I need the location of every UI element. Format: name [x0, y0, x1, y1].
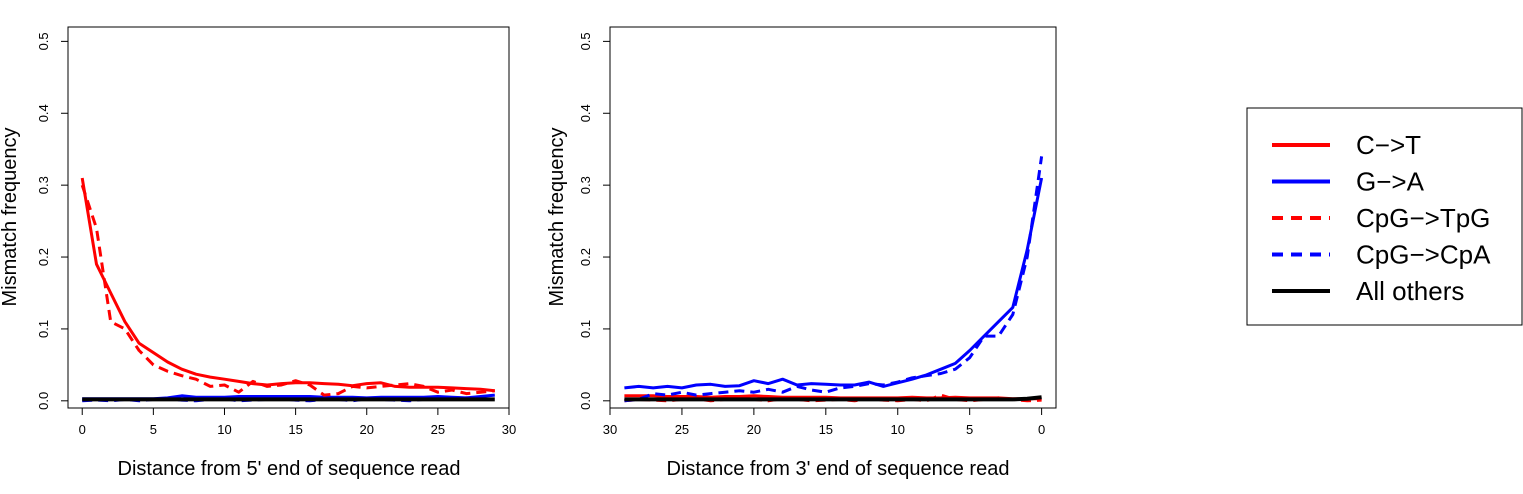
right-y-tick-label: 0.1 — [578, 320, 593, 338]
left-y-tick-label: 0.4 — [36, 104, 51, 122]
left-x-tick-label: 30 — [502, 422, 516, 437]
right-x-tick-label: 10 — [891, 422, 905, 437]
left-series-c-t — [80, 177, 495, 393]
left-x-tick-label: 25 — [431, 422, 445, 437]
legend-label: CpG−>CpA — [1356, 240, 1491, 270]
right-plot-frame — [609, 26, 1057, 409]
left-y-tick-label: 0.0 — [36, 392, 51, 410]
left-x-tick-label: 5 — [150, 422, 157, 437]
right-x-tick-label: 5 — [966, 422, 973, 437]
legend-label: C−>T — [1356, 130, 1421, 160]
right-y-tick-label: 0.3 — [578, 176, 593, 194]
left-x-axis-label: Distance from 5' end of sequence read — [118, 458, 461, 480]
right-series-cpg-cpa — [624, 156, 1044, 403]
left-series-cpg-tpg — [80, 184, 495, 397]
left-chart-panel: Distance from 5' end of sequence read Mi… — [0, 26, 516, 480]
left-y-axis-label: Mismatch frequency — [0, 128, 21, 307]
right-x-tick-label: 0 — [1038, 422, 1045, 437]
left-y-tick-label: 0.2 — [36, 248, 51, 266]
legend-label: All others — [1356, 276, 1464, 306]
right-x-axis-label: Distance from 3' end of sequence read — [667, 458, 1010, 480]
right-x-tick-label: 30 — [603, 422, 617, 437]
right-y-tick-label: 0.5 — [578, 32, 593, 50]
left-x-tick-label: 10 — [217, 422, 231, 437]
right-y-axis-label: Mismatch frequency — [546, 128, 568, 307]
right-chart-panel: Distance from 3' end of sequence read Mi… — [546, 26, 1057, 480]
right-y-tick-label: 0.2 — [578, 248, 593, 266]
left-y-tick-label: 0.3 — [36, 176, 51, 194]
right-series-g-a — [624, 177, 1044, 390]
right-x-tick-label: 25 — [675, 422, 689, 437]
left-y-tick-label: 0.1 — [36, 320, 51, 338]
right-y-tick-label: 0.4 — [578, 104, 593, 122]
legend-label: CpG−>TpG — [1356, 203, 1490, 233]
left-x-tick-label: 0 — [79, 422, 86, 437]
legend-label: G−>A — [1356, 167, 1425, 197]
left-x-tick-label: 15 — [288, 422, 302, 437]
legend: C−>T G−>A CpG−>TpG CpG−>CpA All others — [1246, 107, 1523, 326]
left-x-tick-label: 20 — [360, 422, 374, 437]
left-plot-frame — [67, 26, 510, 409]
right-x-tick-label: 20 — [747, 422, 761, 437]
right-x-tick-label: 15 — [819, 422, 833, 437]
right-series-all-others — [624, 395, 1042, 402]
right-y-tick-label: 0.0 — [578, 392, 593, 410]
left-y-tick-label: 0.5 — [36, 32, 51, 50]
